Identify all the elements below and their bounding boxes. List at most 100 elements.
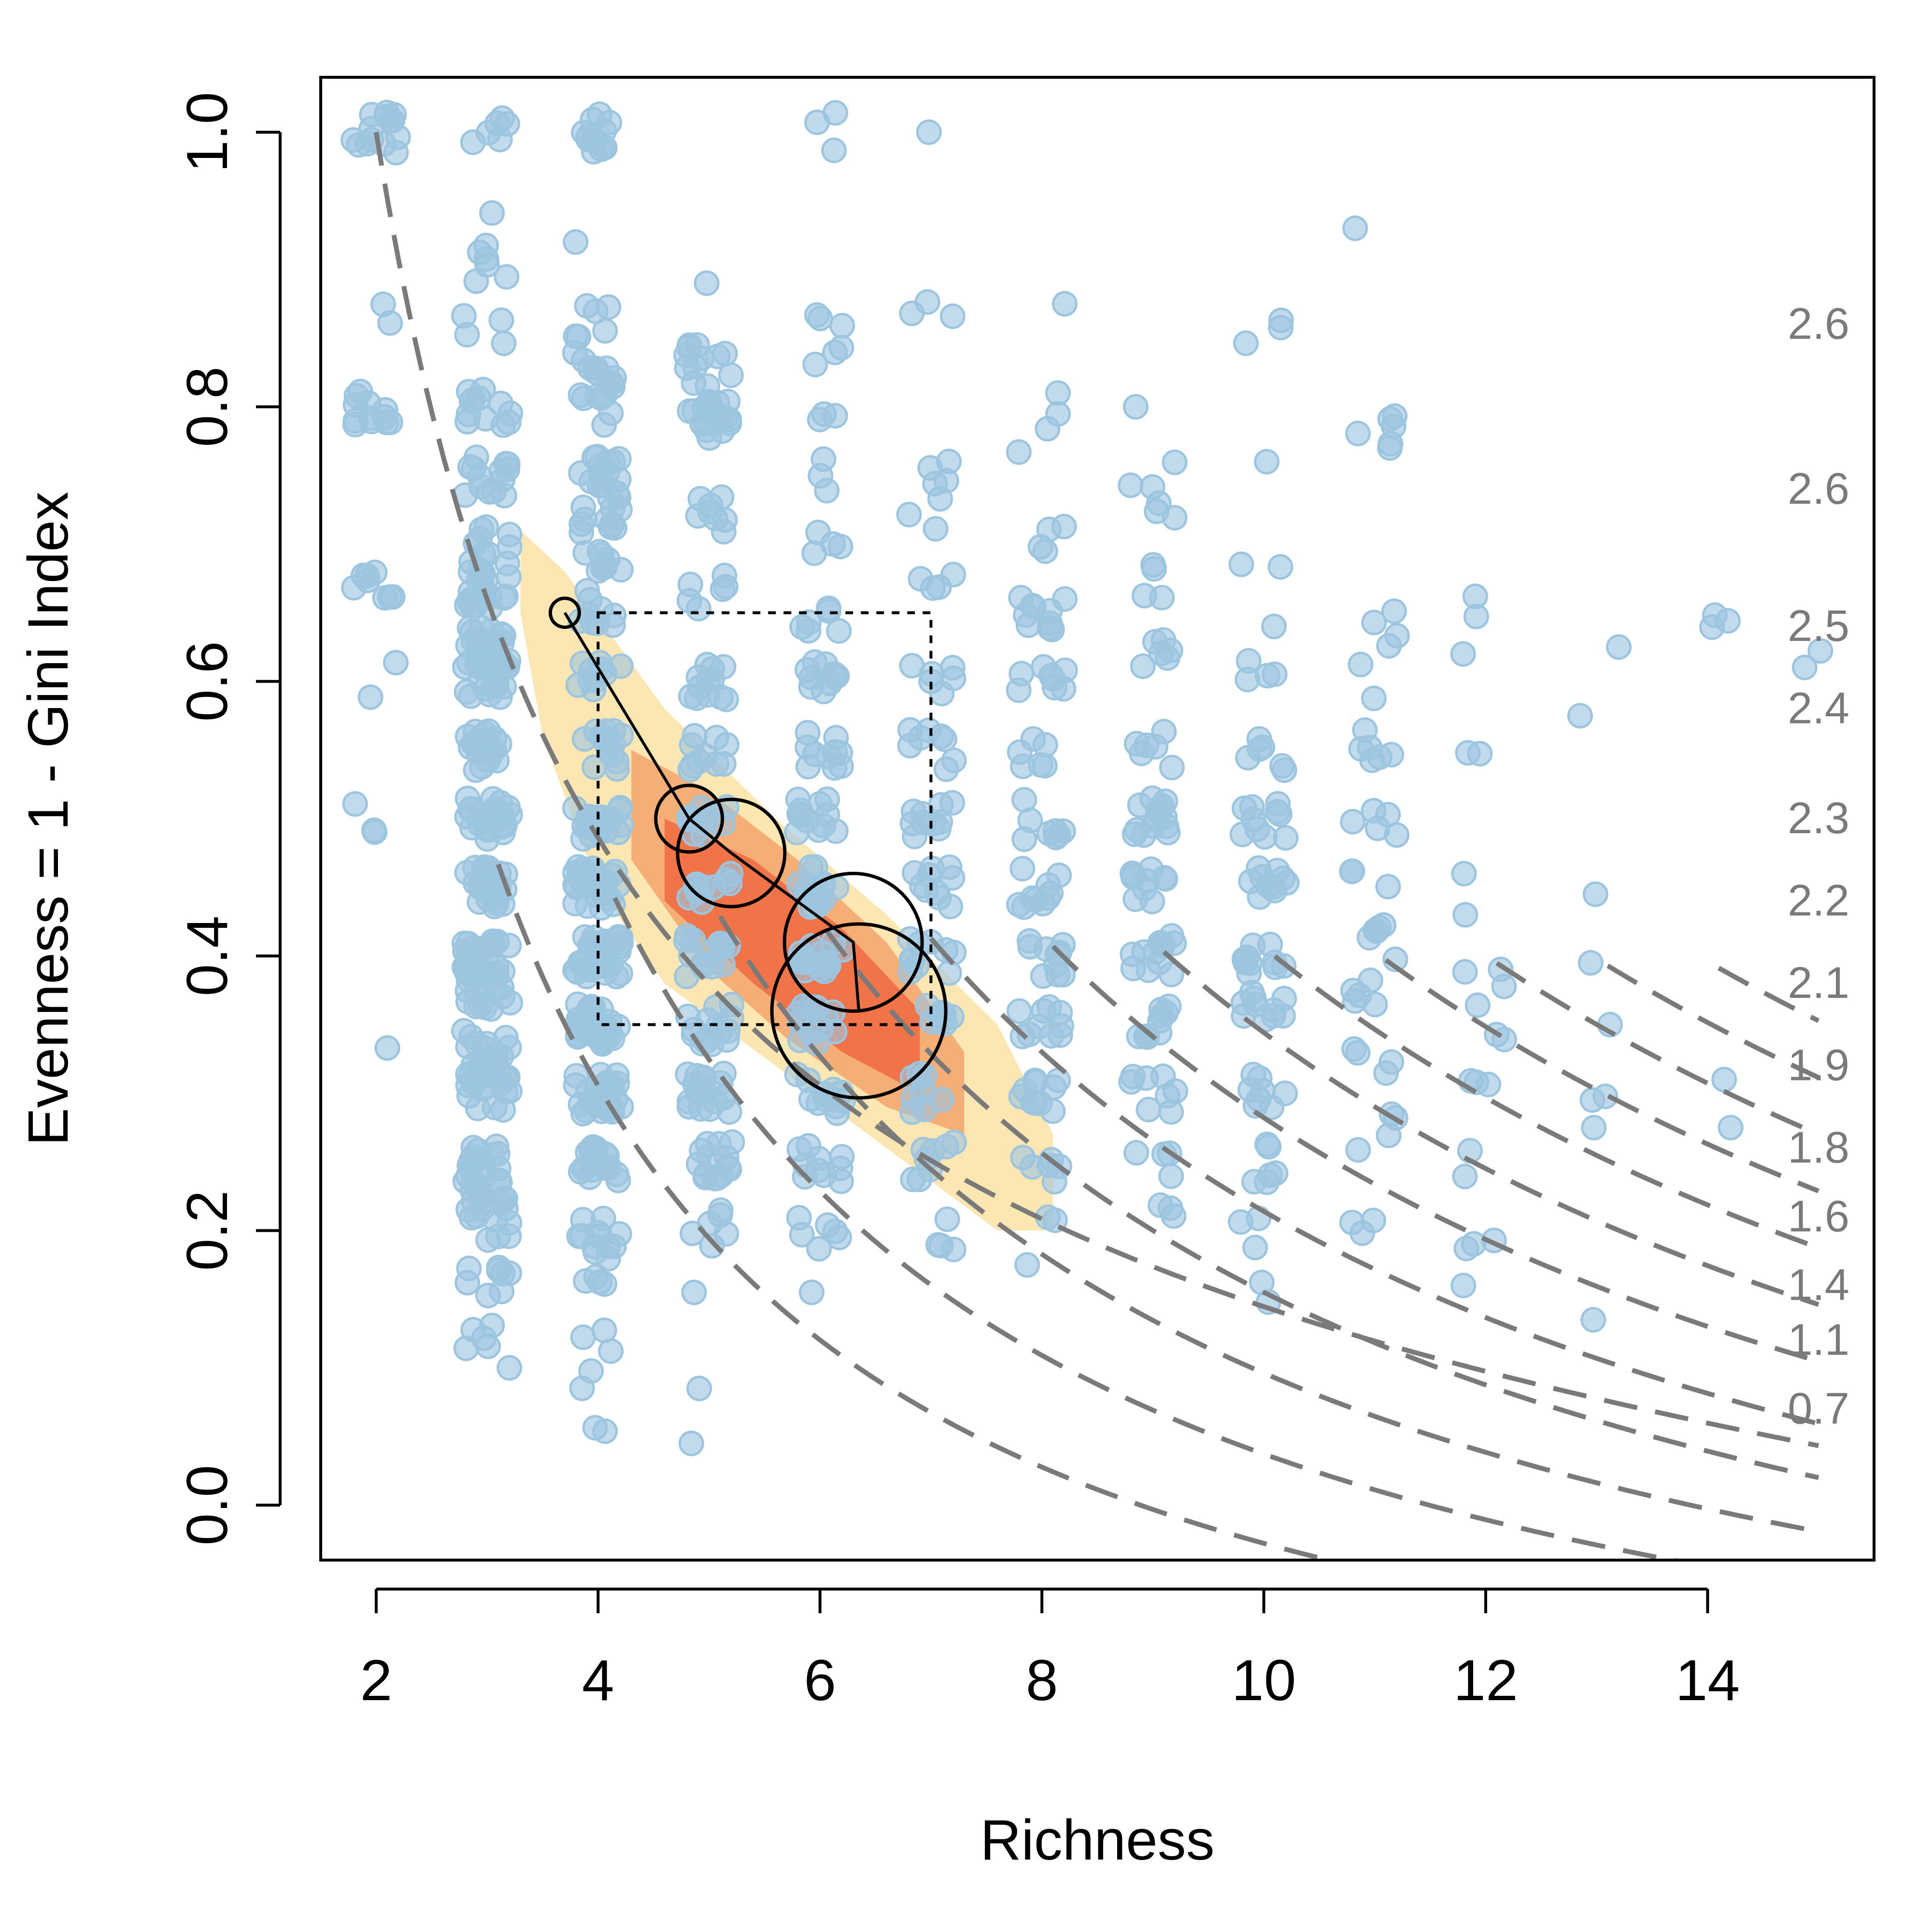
data-point bbox=[582, 953, 608, 979]
data-point bbox=[916, 717, 942, 743]
data-point bbox=[350, 562, 376, 588]
data-point bbox=[342, 791, 368, 817]
data-point bbox=[568, 1092, 594, 1118]
reference-box-rect bbox=[597, 611, 933, 1026]
data-point bbox=[805, 1157, 831, 1183]
data-point bbox=[1120, 941, 1146, 967]
data-point bbox=[1381, 598, 1407, 624]
data-point bbox=[701, 874, 727, 900]
x-tick-label: 12 bbox=[1453, 1648, 1518, 1713]
data-point bbox=[1051, 291, 1078, 317]
data-point bbox=[1009, 753, 1036, 780]
data-point bbox=[374, 1035, 400, 1061]
data-point bbox=[899, 300, 925, 327]
data-point bbox=[457, 734, 483, 760]
data-point bbox=[608, 653, 634, 679]
x-tick-label: 2 bbox=[360, 1648, 392, 1713]
data-point bbox=[472, 854, 498, 881]
data-point bbox=[1366, 915, 1392, 941]
contour-label: 2.3 bbox=[1788, 794, 1849, 843]
data-point bbox=[1159, 754, 1185, 781]
data-point bbox=[582, 668, 609, 694]
data-point bbox=[1577, 950, 1604, 976]
data-point bbox=[1451, 861, 1477, 887]
data-point bbox=[361, 817, 387, 843]
data-point bbox=[452, 1168, 478, 1194]
data-point bbox=[923, 516, 949, 542]
data-point bbox=[794, 808, 820, 834]
data-point bbox=[796, 618, 822, 644]
data-point bbox=[586, 101, 612, 128]
data-point bbox=[798, 1279, 824, 1306]
data-point bbox=[484, 962, 510, 988]
data-point bbox=[1041, 675, 1067, 701]
x-axis: 2 4 6 8 10 12 14 bbox=[360, 1588, 1740, 1713]
data-point bbox=[939, 654, 966, 681]
data-point bbox=[715, 1018, 741, 1044]
data-point bbox=[1450, 641, 1476, 667]
data-point bbox=[810, 446, 837, 472]
data-point bbox=[678, 1430, 704, 1456]
data-point bbox=[570, 826, 596, 852]
data-point bbox=[490, 1185, 516, 1211]
data-point bbox=[690, 1065, 716, 1091]
contour-line bbox=[1717, 966, 1820, 1023]
data-point bbox=[1264, 799, 1291, 825]
data-point bbox=[702, 505, 728, 531]
data-point bbox=[787, 1027, 813, 1053]
data-point bbox=[470, 1076, 496, 1102]
y-tick-label: 0.2 bbox=[175, 1190, 240, 1271]
x-axis-label: Richness bbox=[980, 1808, 1214, 1872]
data-point bbox=[1045, 822, 1071, 848]
data-point bbox=[563, 229, 589, 255]
data-point bbox=[1233, 330, 1259, 356]
data-point bbox=[1467, 740, 1493, 767]
data-point bbox=[582, 1415, 608, 1441]
data-point bbox=[824, 1100, 850, 1126]
data-point bbox=[1377, 406, 1403, 432]
data-point bbox=[595, 1246, 621, 1272]
data-point bbox=[1149, 584, 1175, 611]
data-point bbox=[686, 1376, 712, 1402]
data-point bbox=[1127, 792, 1153, 818]
data-point bbox=[451, 303, 477, 329]
data-point bbox=[1240, 1062, 1266, 1088]
data-point bbox=[710, 934, 736, 960]
data-point bbox=[1267, 554, 1293, 580]
data-point bbox=[1015, 612, 1041, 638]
data-point bbox=[1342, 215, 1368, 242]
data-point bbox=[1048, 1013, 1074, 1039]
data-point bbox=[939, 303, 966, 329]
contour-label: 2.6 bbox=[1788, 464, 1849, 513]
data-point bbox=[456, 1255, 482, 1281]
data-point bbox=[1360, 1208, 1386, 1234]
data-point bbox=[1702, 602, 1728, 628]
data-point bbox=[377, 584, 403, 610]
data-point bbox=[588, 385, 614, 411]
data-point bbox=[1242, 1235, 1268, 1261]
data-point bbox=[808, 1016, 834, 1042]
data-point bbox=[826, 1224, 852, 1250]
data-point bbox=[1045, 962, 1071, 988]
trajectory-point bbox=[770, 922, 948, 1100]
data-point bbox=[383, 650, 409, 676]
data-point bbox=[811, 401, 837, 427]
data-point bbox=[1131, 822, 1157, 848]
data-point bbox=[1567, 703, 1593, 729]
data-point bbox=[488, 814, 514, 840]
trajectory-point bbox=[676, 797, 787, 909]
data-point bbox=[676, 332, 702, 358]
contour-label: 1.6 bbox=[1788, 1192, 1849, 1241]
data-point bbox=[1581, 1115, 1607, 1141]
data-point bbox=[481, 478, 507, 504]
data-point bbox=[459, 618, 485, 644]
data-point bbox=[572, 924, 598, 950]
data-point bbox=[676, 588, 702, 614]
contour-lines bbox=[373, 131, 1820, 1560]
y-tick-label: 0.4 bbox=[175, 916, 240, 996]
data-point bbox=[900, 1086, 926, 1112]
data-point bbox=[1158, 923, 1184, 949]
data-point bbox=[486, 1257, 512, 1283]
data-point bbox=[378, 108, 404, 134]
data-point bbox=[926, 574, 952, 600]
